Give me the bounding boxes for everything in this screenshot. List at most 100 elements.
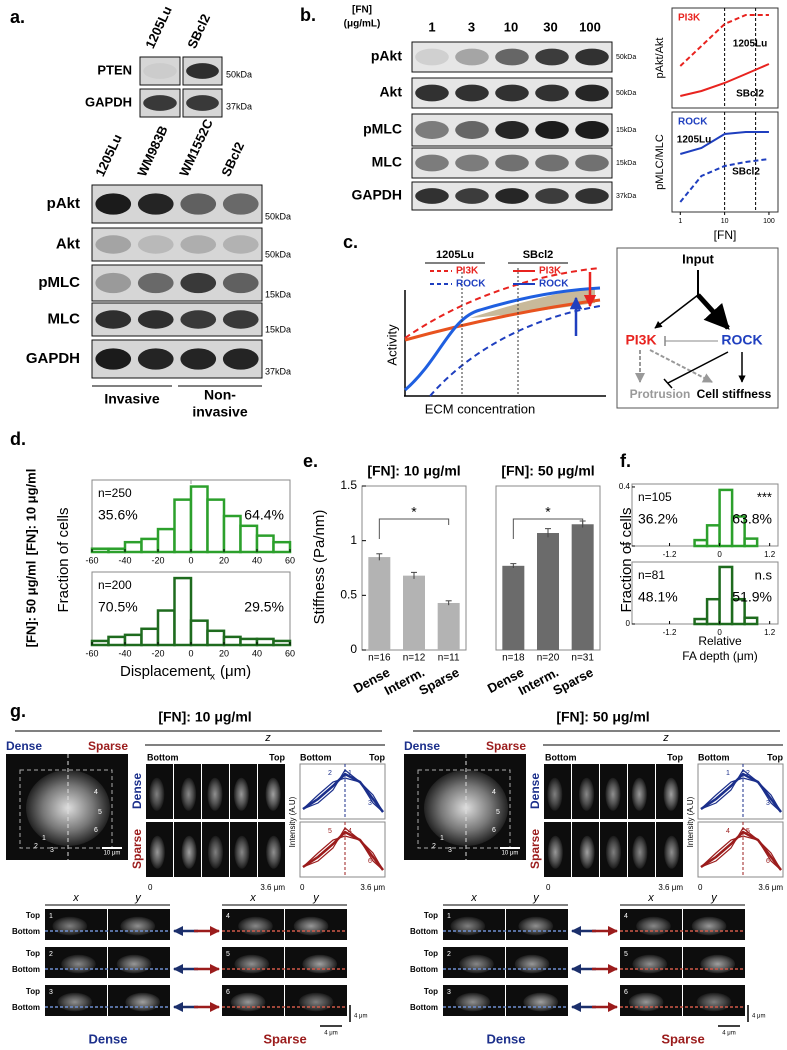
profile-line — [700, 777, 782, 813]
annotation: 70.5% — [98, 599, 138, 615]
cell-signal — [52, 916, 88, 936]
cell-signal — [579, 835, 595, 869]
schematic-curves — [404, 267, 606, 397]
concentration-label: 30 — [543, 19, 557, 34]
cell-signal — [120, 916, 156, 936]
cell-signal — [298, 992, 334, 1012]
x-tick-label: 100 — [763, 218, 775, 225]
bar — [368, 557, 391, 650]
concentration-label: 10 — [504, 19, 518, 34]
column-label: WM1552C — [176, 116, 216, 179]
legend-label: ROCK — [456, 279, 486, 290]
x-tick-label: -20 — [151, 648, 164, 658]
label: Bottom — [545, 752, 577, 762]
tick-label: 3.6 μm — [360, 883, 385, 892]
cell-signal — [547, 835, 563, 869]
band — [495, 154, 529, 172]
annotation: 36.2% — [638, 511, 678, 527]
size-marker: 37kDa — [616, 193, 636, 200]
annotation: n=105 — [638, 490, 672, 504]
histogram-bar — [90, 639, 110, 647]
cell-signal — [302, 954, 338, 974]
band — [535, 48, 569, 66]
row-label: Dense — [528, 773, 542, 809]
group-label: Sparse — [263, 1031, 306, 1046]
band — [575, 84, 609, 102]
profile-line — [302, 827, 384, 871]
cell-signal — [125, 992, 161, 1012]
label: Bottom — [147, 752, 179, 762]
cell-signal — [450, 916, 486, 936]
axis-label: y — [710, 892, 718, 904]
size-marker: 50kDa — [226, 69, 252, 79]
profile-line — [302, 772, 384, 813]
band — [575, 188, 609, 204]
edge — [654, 294, 699, 329]
x-tick-label: 60 — [285, 555, 295, 565]
legend-label: ROCK — [539, 279, 569, 290]
histogram-bar — [718, 488, 734, 548]
profile-line — [700, 830, 782, 871]
blot — [91, 227, 263, 262]
cell-signal — [632, 954, 668, 974]
histogram-bar — [705, 597, 721, 626]
band — [575, 121, 609, 139]
x-axis-label: (μm) — [220, 663, 251, 680]
cell-signal — [424, 770, 508, 846]
label: Top — [424, 987, 438, 996]
cell-signal — [149, 777, 165, 811]
band — [95, 235, 132, 254]
profile-frame — [299, 821, 386, 878]
annotation: 48.1% — [638, 589, 678, 605]
cell-signal — [265, 777, 281, 811]
profile-line — [700, 769, 782, 813]
curve — [429, 305, 601, 397]
chart-title: PI3K — [678, 13, 701, 24]
cell-signal — [636, 916, 671, 936]
node-label: Input — [682, 251, 714, 266]
annotation: 64.4% — [244, 507, 284, 523]
bar — [537, 533, 559, 650]
x-tick-label: -1.2 — [663, 550, 677, 559]
row-label: Sparse — [528, 829, 542, 869]
annotation: n=250 — [98, 486, 132, 500]
legend-label: 1205Lu — [677, 135, 711, 146]
chart-title: [FN]: 50 μg/ml — [501, 463, 594, 479]
band — [180, 348, 217, 370]
cell-id: 4 — [94, 789, 98, 796]
band — [455, 188, 489, 204]
tick-label: 3.6 μm — [260, 883, 285, 892]
cell-id: 1 — [42, 835, 46, 842]
node-label: ROCK — [721, 332, 762, 348]
size-marker: 15kDa — [616, 127, 636, 134]
series-line — [680, 63, 770, 97]
profile-id: 6 — [368, 858, 372, 865]
band — [186, 95, 219, 111]
x-tick-label: 1.2 — [764, 628, 776, 637]
band — [415, 188, 449, 204]
scale-label: 4 μm — [722, 1031, 735, 1037]
axis-label: x — [647, 892, 654, 904]
histogram-bar — [123, 633, 143, 647]
band — [535, 121, 569, 139]
significance: * — [545, 504, 551, 520]
histogram-bar — [239, 637, 259, 647]
band — [455, 121, 489, 139]
n-label: n=11 — [438, 653, 460, 664]
profile-id: 5 — [328, 828, 332, 835]
profile-id: 4 — [348, 828, 352, 835]
row-label: GAPDH — [26, 350, 80, 367]
x-tick-label: 40 — [252, 555, 262, 565]
cell-signal — [547, 777, 563, 811]
cell-signal — [605, 835, 622, 869]
panel-label: e. — [303, 451, 318, 471]
label: Top — [26, 987, 40, 996]
label: Bottom — [12, 927, 40, 936]
cell-signal — [266, 835, 282, 869]
profile-line — [700, 827, 782, 871]
histogram-bar — [222, 514, 242, 554]
column-label: SBcl2 — [218, 140, 247, 179]
bar — [502, 565, 525, 650]
profile-frame — [697, 763, 784, 820]
